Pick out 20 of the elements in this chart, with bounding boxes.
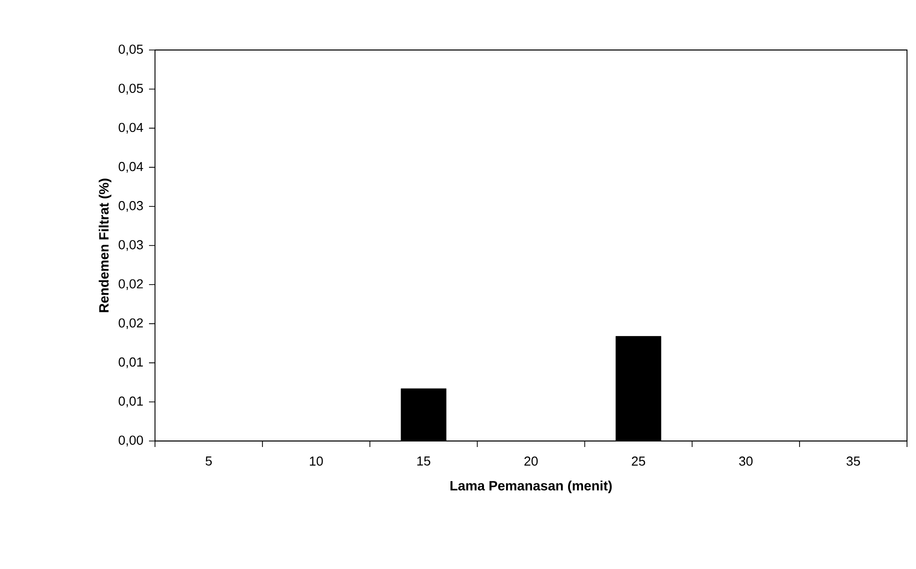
y-tick-label: 0,05 — [118, 44, 143, 56]
x-tick-label: 10 — [310, 456, 323, 466]
x-tick-label: 35 — [846, 456, 860, 466]
y-axis-title: Rendemen Filtrat (%) — [98, 178, 112, 312]
x-tick-label: 25 — [632, 456, 646, 466]
y-tick-label: 0,05 — [118, 84, 143, 94]
x-tick-label: 15 — [417, 456, 430, 466]
y-tick-label: 0,00 — [118, 436, 143, 446]
y-tick-label: 0,03 — [118, 240, 143, 251]
y-tick-label: 0,04 — [118, 122, 144, 134]
y-tick-label: 0,01 — [118, 396, 143, 408]
y-tick-label: 0,03 — [118, 201, 143, 212]
x-tick-label: 5 — [206, 456, 212, 466]
y-tick-label: 0,02 — [118, 279, 143, 290]
y-tick-label: 0,02 — [118, 318, 143, 330]
x-tick-label: 20 — [524, 456, 538, 466]
x-axis-title: Lama Pemanasan (menit) — [450, 480, 612, 494]
y-tick-label: 0,04 — [118, 162, 144, 173]
y-tick-label: 0,01 — [118, 357, 143, 368]
x-tick-label: 30 — [739, 456, 753, 466]
